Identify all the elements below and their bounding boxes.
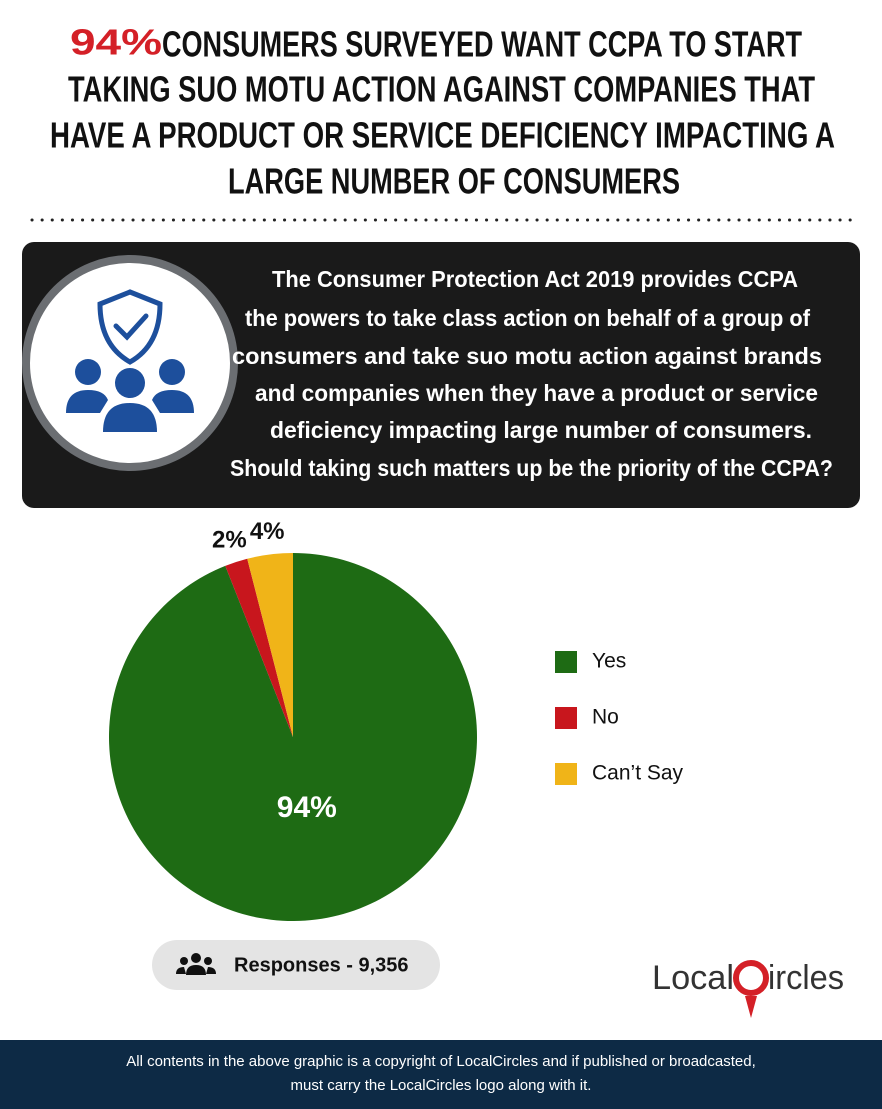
- title-line: LARGE NUMBER OF CONSUMERS: [228, 161, 680, 202]
- title-line: CONSUMERS SURVEYED WANT CCPA TO START: [162, 24, 802, 65]
- pie-slice: [109, 553, 478, 922]
- footer-line: must carry the LocalCircles logo along w…: [291, 1077, 592, 1094]
- legend-label: No: [592, 706, 619, 729]
- logo-left: Local: [652, 959, 734, 997]
- legend-swatch: [555, 707, 577, 729]
- title-highlight: 94%: [70, 22, 162, 63]
- legend-swatch: [555, 763, 577, 785]
- responses-icon: [176, 953, 216, 975]
- question-line: consumers and take suo motu action again…: [232, 343, 822, 369]
- logo-right: ircles: [768, 959, 844, 997]
- responses: Responses - 9,356: [234, 954, 409, 976]
- data-label: 4%: [250, 518, 285, 545]
- legend-label: Yes: [592, 650, 626, 673]
- footer-line: All contents in the above graphic is a c…: [126, 1053, 756, 1070]
- question-line: and companies when they have a product o…: [255, 380, 818, 406]
- question-box: [22, 242, 860, 508]
- question-line: deficiency impacting large number of con…: [270, 417, 812, 443]
- legend-swatch: [555, 651, 577, 673]
- icon: [22, 255, 238, 471]
- pie-slice: [247, 553, 293, 737]
- question-line: Should taking such matters up be the pri…: [230, 455, 833, 481]
- title-line: TAKING SUO MOTU ACTION AGAINST COMPANIES…: [68, 69, 815, 110]
- pie-chart: 94% 2% 4% Yes No Can’t Say: [109, 518, 684, 922]
- question-line: the powers to take class action on behal…: [245, 305, 810, 331]
- title-line: HAVE A PRODUCT OR SERVICE DEFICIENCY IMP…: [50, 115, 835, 156]
- responses-pill: [152, 940, 440, 990]
- logo-pin: [733, 960, 769, 1018]
- question-line: The Consumer Protection Act 2019 provide…: [272, 266, 798, 292]
- data-label: 2%: [212, 526, 247, 553]
- footer: [0, 1040, 882, 1109]
- pie-slice: [225, 558, 293, 737]
- legend-label: Can’t Say: [592, 762, 684, 785]
- data-label: 94%: [277, 791, 337, 824]
